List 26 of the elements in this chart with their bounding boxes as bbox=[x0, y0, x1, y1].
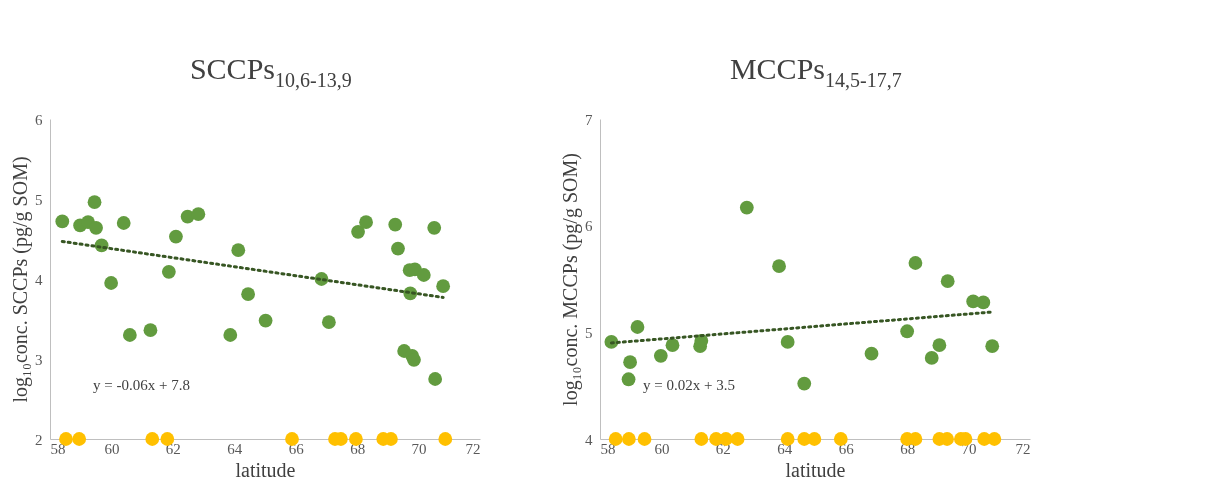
x-tick-label: 58 bbox=[600, 440, 616, 457]
x-tick-label: 72 bbox=[1015, 440, 1031, 457]
x-tick-label: 70 bbox=[411, 440, 427, 457]
x-tick-label: 66 bbox=[838, 440, 855, 457]
x-tick-label: 60 bbox=[654, 440, 670, 457]
x-tick-label: 60 bbox=[104, 440, 120, 457]
y-tick-label: 2 bbox=[35, 431, 43, 448]
y-tick-label: 6 bbox=[585, 218, 593, 235]
y-tick-label: 6 bbox=[35, 111, 43, 128]
y-tick-label: 3 bbox=[35, 351, 43, 368]
y-tick-label: 4 bbox=[585, 431, 593, 448]
annotation: y = -0.06x + 7.8 bbox=[93, 376, 190, 393]
x-tick-label: 58 bbox=[50, 440, 66, 457]
y-tick-label: 5 bbox=[35, 191, 43, 208]
annotation: y = 0.02x + 3.5 bbox=[643, 376, 735, 393]
x-tick-label: 62 bbox=[165, 440, 181, 457]
y-tick-label: 7 bbox=[585, 111, 593, 128]
x-tick-label: 64 bbox=[777, 440, 793, 457]
x-tick-label: 72 bbox=[465, 440, 481, 457]
y-axis-title: log₁₀conc. SCCPs (pg/g SOM) bbox=[9, 156, 32, 403]
x-tick-label: 64 bbox=[227, 440, 243, 457]
x-axis-title: latitude bbox=[235, 458, 296, 481]
x-axis-title: latitude bbox=[785, 458, 846, 481]
y-axis-title: log₁₀conc. MCCPs (pg/g SOM) bbox=[559, 153, 582, 406]
y-tick-label: 4 bbox=[35, 271, 43, 288]
y-tick-label: 5 bbox=[585, 324, 593, 341]
